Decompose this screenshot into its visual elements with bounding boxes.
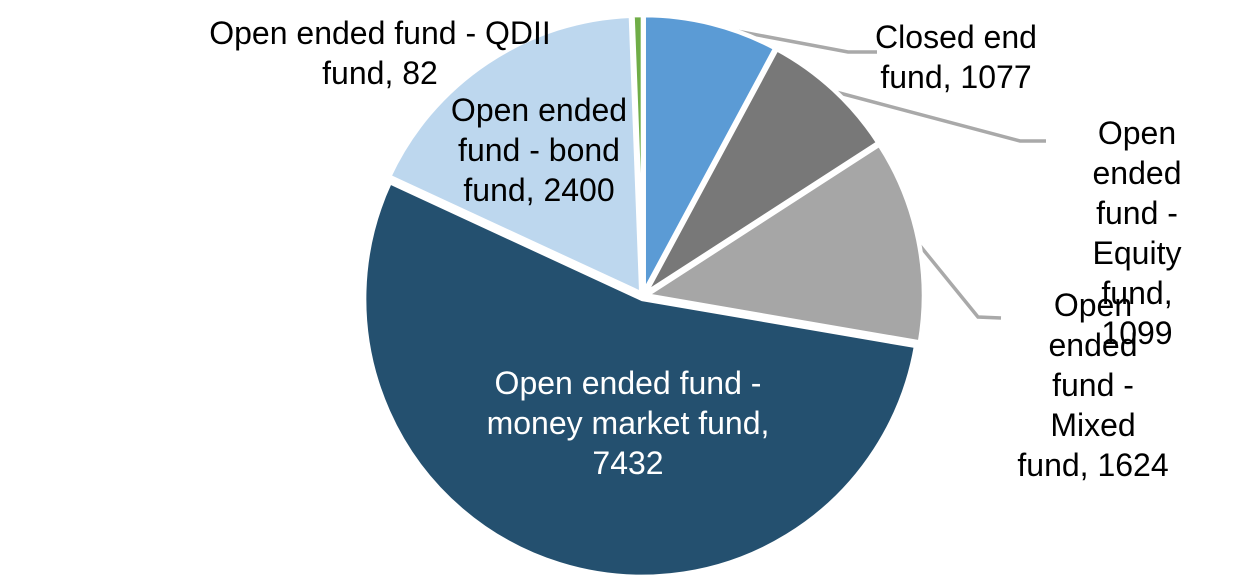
pie-slice-mixed[interactable] (639, 141, 927, 346)
pie-slice-money-market[interactable] (361, 179, 919, 580)
data-label-bond: Open ended fund - bond fund, 2400 (450, 92, 628, 208)
data-label-closed-end: Closed end fund, 1077 (875, 19, 1037, 95)
pie-slice-closed-end[interactable] (641, 12, 779, 295)
leader-line-closed-end (709, 24, 877, 54)
pie-slice-bond[interactable] (386, 13, 644, 298)
leader-line-equity (831, 89, 1046, 143)
data-label-equity: Open ended fund - Equity fund, 1099 (1092, 115, 1182, 351)
pie-slice-equity[interactable] (643, 45, 882, 296)
data-label-mixed: Open ended fund - Mixed fund, 1624 (1017, 287, 1169, 483)
data-label-money-market: Open ended fund - money market fund, 743… (486, 365, 770, 481)
leader-line-mixed (915, 240, 1002, 320)
pie-slice-qdii[interactable] (630, 12, 646, 294)
data-label-qdii: Open ended fund - QDII fund, 82 (209, 15, 551, 91)
